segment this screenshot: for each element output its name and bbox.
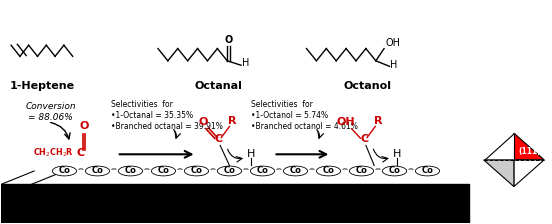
Text: 1-Heptene: 1-Heptene [10, 81, 75, 91]
Text: H: H [390, 60, 397, 70]
Circle shape [283, 166, 307, 176]
Text: O: O [199, 117, 208, 127]
Text: Selectivities  for: Selectivities for [111, 100, 173, 109]
Text: Co: Co [157, 166, 169, 175]
Text: Co: Co [290, 166, 301, 175]
Text: R: R [228, 116, 236, 126]
Circle shape [86, 166, 109, 176]
Bar [1, 184, 469, 223]
Text: •1-Octanol = 5.74%: •1-Octanol = 5.74% [252, 111, 328, 120]
Circle shape [151, 166, 176, 176]
Polygon shape [514, 133, 544, 160]
Text: O: O [224, 35, 232, 45]
Text: Co: Co [355, 166, 368, 175]
Text: (111): (111) [518, 147, 541, 156]
Text: Co: Co [322, 166, 335, 175]
Text: Co: Co [422, 166, 433, 175]
Text: Co: Co [389, 166, 400, 175]
Text: Octanal: Octanal [194, 81, 242, 91]
Text: H: H [393, 149, 401, 159]
Polygon shape [484, 160, 514, 187]
Circle shape [251, 166, 274, 176]
Circle shape [349, 166, 374, 176]
Text: Co: Co [125, 166, 136, 175]
Circle shape [416, 166, 439, 176]
Text: Co: Co [190, 166, 203, 175]
Text: O: O [79, 121, 88, 131]
Text: OH: OH [386, 38, 401, 48]
Polygon shape [514, 160, 544, 187]
Text: H: H [242, 58, 249, 68]
Circle shape [217, 166, 242, 176]
Text: C: C [77, 148, 85, 158]
Circle shape [383, 166, 407, 176]
Circle shape [52, 166, 77, 176]
Text: C: C [360, 134, 368, 144]
Text: Co: Co [257, 166, 268, 175]
Text: Co: Co [224, 166, 235, 175]
Text: CH$_2$CH$_2$R: CH$_2$CH$_2$R [33, 147, 74, 159]
Text: Selectivities  for: Selectivities for [252, 100, 314, 109]
Text: Co: Co [59, 166, 70, 175]
Text: •Branched octanal = 39.91%: •Branched octanal = 39.91% [111, 122, 223, 131]
Circle shape [184, 166, 209, 176]
Circle shape [316, 166, 341, 176]
Text: •1-Octanal = 35.35%: •1-Octanal = 35.35% [111, 111, 193, 120]
Polygon shape [484, 133, 514, 160]
Text: •Branched octanol = 4.61%: •Branched octanol = 4.61% [252, 122, 358, 131]
Text: C: C [214, 134, 222, 144]
Circle shape [118, 166, 142, 176]
Text: H: H [247, 149, 256, 159]
Text: Conversion
= 88.06%: Conversion = 88.06% [25, 102, 76, 122]
Text: Co: Co [92, 166, 103, 175]
Text: OH: OH [337, 117, 355, 127]
Text: Octanol: Octanol [343, 81, 391, 91]
Text: R: R [374, 116, 383, 126]
